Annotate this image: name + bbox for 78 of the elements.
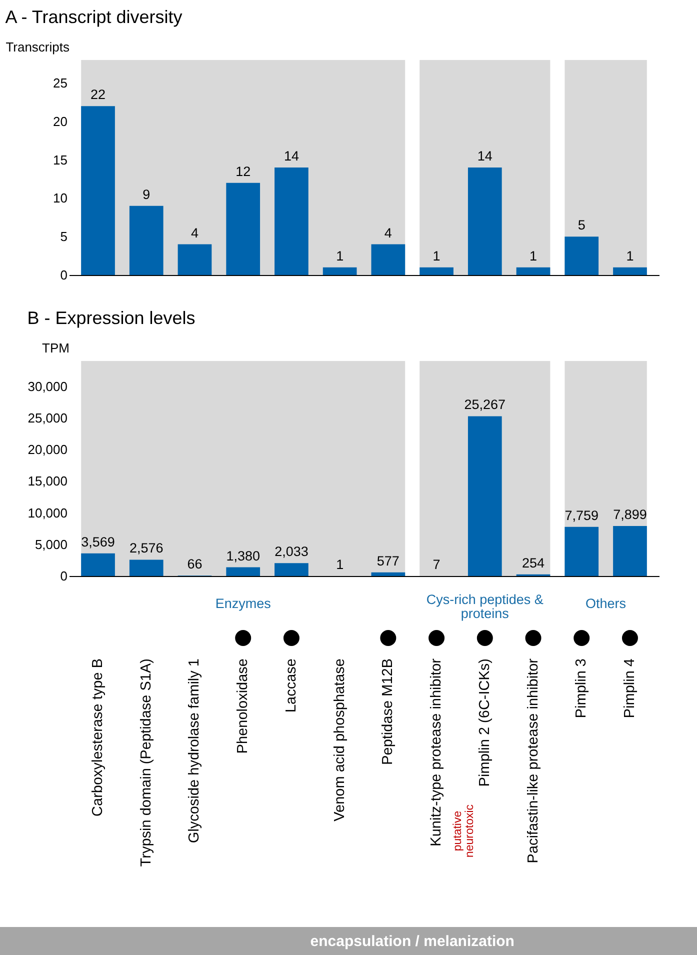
- data-label: 14: [284, 148, 300, 164]
- bar: [129, 560, 164, 576]
- x-tick-label: Pacifastin-like protease inhibitor: [525, 658, 542, 864]
- data-label: 2,576: [129, 540, 164, 556]
- y-tick-label: 30,000: [28, 378, 68, 394]
- data-label: 2,033: [274, 544, 308, 560]
- bar: [129, 206, 164, 275]
- y-tick-label: 10,000: [28, 505, 68, 520]
- bar: [468, 416, 502, 576]
- data-label: 7,899: [613, 507, 647, 522]
- band-label: Others: [586, 596, 626, 611]
- bar: [274, 563, 308, 576]
- bar: [226, 567, 260, 576]
- bar: [613, 267, 647, 275]
- data-label: 14: [477, 148, 493, 164]
- y-tick-label: 0: [60, 268, 68, 282]
- bar: [81, 106, 115, 275]
- data-label: 577: [376, 553, 400, 568]
- y-axis-title: Transcripts: [6, 40, 70, 54]
- bar: [81, 553, 115, 576]
- data-label: 5: [578, 218, 586, 233]
- bar: [564, 236, 599, 275]
- y-tick-label: 10: [53, 190, 68, 206]
- data-label: 1: [530, 248, 538, 264]
- x-tick-label: Pimplin 2 (6C-ICKs): [476, 658, 493, 787]
- data-label: 254: [522, 555, 546, 570]
- bar: [178, 244, 212, 275]
- data-label: 1: [432, 248, 440, 264]
- band-label: Cys-rich peptides & proteins: [426, 592, 544, 621]
- chart-title: A - Transcript diversity: [5, 7, 182, 27]
- bar: [613, 526, 647, 576]
- bar: [468, 168, 502, 275]
- x-tick-label: Pimplin 4: [622, 658, 638, 718]
- y-tick-label: 5: [60, 229, 68, 244]
- data-label: 12: [236, 164, 251, 179]
- x-tick-label: Phenoloxidase: [235, 658, 252, 754]
- x-tick-label: Glycoside hydrolase family 1: [186, 658, 203, 844]
- y-tick-label: 25,000: [28, 410, 68, 426]
- data-label: 1: [336, 556, 344, 572]
- x-tick-label: Pimplin 3: [574, 658, 590, 718]
- bar: [226, 182, 260, 275]
- y-tick-label: 0: [60, 568, 68, 584]
- data-label: 7,759: [564, 508, 599, 523]
- bar: [274, 168, 308, 275]
- bar: [516, 267, 550, 275]
- data-label: 1: [626, 248, 634, 264]
- data-label: 4: [384, 225, 392, 240]
- text: encapsulation / melanization: [310, 933, 514, 950]
- data-label: 25,267: [464, 397, 506, 412]
- text: putative neurotoxic: [452, 804, 476, 858]
- x-tick-label: Peptidase M12B: [380, 658, 396, 765]
- bar: [420, 267, 454, 275]
- data-label: 9: [142, 186, 150, 202]
- y-tick-label: 15,000: [28, 474, 68, 489]
- data-label: 7: [432, 556, 440, 572]
- bar: [322, 267, 357, 275]
- y-tick-label: 5,000: [34, 536, 68, 552]
- data-label: 4: [190, 225, 199, 240]
- x-tick-label: Trypsin domain (Peptidase S1A): [138, 658, 154, 867]
- y-axis-title: TPM: [42, 340, 70, 356]
- data-label: 22: [90, 87, 106, 102]
- bar: [564, 526, 599, 576]
- y-tick-label: 20,000: [28, 442, 68, 458]
- y-tick-label: 15: [53, 152, 68, 168]
- x-tick-label: Laccase: [283, 658, 300, 713]
- bar: [371, 572, 406, 576]
- bar: [371, 244, 406, 275]
- x-tick-label: Kunitz-type protease inhibitor: [428, 658, 445, 846]
- data-label: 1: [336, 248, 344, 264]
- y-tick-label: 25: [53, 76, 68, 91]
- band-label: Enzymes: [215, 596, 272, 611]
- data-label: 3,569: [81, 534, 115, 550]
- data-label: 66: [187, 556, 202, 572]
- y-tick-label: 20: [53, 114, 68, 129]
- data-label: 1,380: [226, 548, 260, 564]
- x-tick-label: Venom acid phosphatase: [332, 658, 348, 822]
- x-tick-label: Carboxylesterase type B: [90, 658, 106, 816]
- chart-title: B - Expression levels: [27, 308, 196, 328]
